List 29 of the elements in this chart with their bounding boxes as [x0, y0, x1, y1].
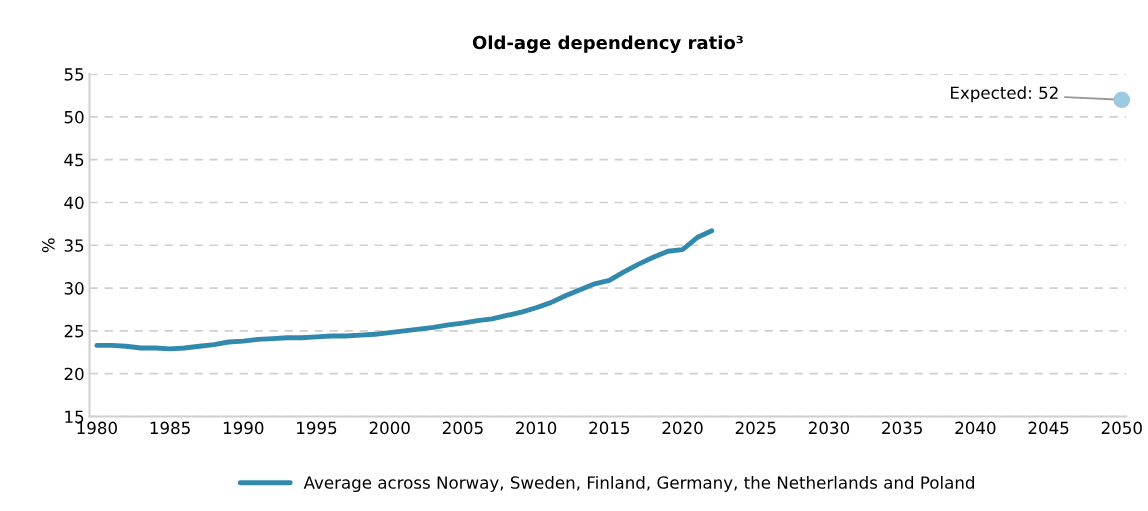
- y-tick-label: 35: [64, 239, 84, 252]
- x-tick-label: 1985: [150, 421, 190, 435]
- y-tick-label: 55: [64, 68, 84, 81]
- line-series: [94, 228, 715, 352]
- x-tick-label: 2015: [589, 421, 630, 435]
- x-tick-label: 2020: [662, 421, 703, 435]
- x-tick-label: 1995: [297, 421, 337, 435]
- x-tick-label: 2045: [1028, 421, 1069, 435]
- y-tick-label: 50: [64, 110, 84, 124]
- y-tick-label: 45: [64, 153, 84, 167]
- annotation: Expected: 52: [951, 86, 1058, 103]
- x-tick-label: 2040: [955, 421, 996, 435]
- y-tick-label: 30: [64, 282, 84, 295]
- y-tick-label: 15: [65, 410, 84, 424]
- y-tick-label: 25: [64, 324, 84, 338]
- x-tick-label: 2035: [882, 421, 922, 435]
- y-tick-label: 20: [64, 367, 84, 381]
- x-tick-label: 2005: [442, 421, 483, 435]
- x-tick-label: 2000: [369, 421, 410, 435]
- x-tick-label: 2025: [735, 421, 776, 435]
- x-tick-label: 2050: [1101, 421, 1142, 435]
- x-tick-label: 1990: [223, 421, 264, 435]
- x-tick-label: 1980: [77, 421, 117, 435]
- legend-label: Average across Norway, Sweden, Finland, Germany, the Netherlands and Poland: [303, 475, 974, 493]
- y-tick-label: 40: [64, 196, 84, 210]
- x-tick-label: 2030: [808, 421, 850, 435]
- y-axis-title: %: [42, 238, 55, 253]
- x-tick-label: 2010: [516, 421, 557, 435]
- chart-title: Old-age dependency ratio³: [472, 35, 743, 53]
